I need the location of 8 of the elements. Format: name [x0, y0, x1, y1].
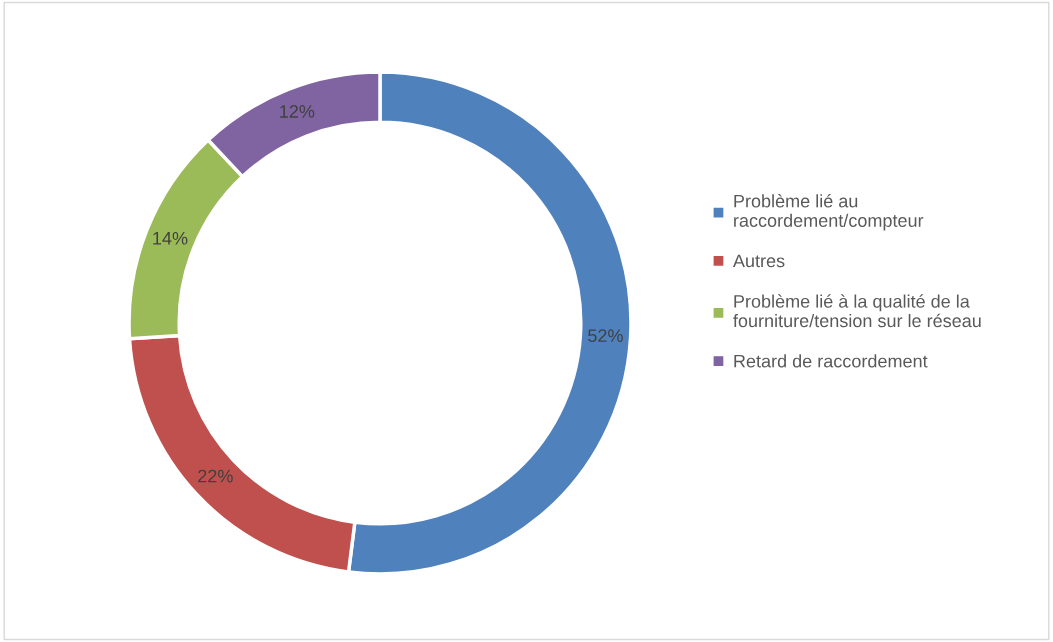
data-label: 14% [153, 231, 188, 245]
legend-label: Retard de raccordement [734, 354, 928, 368]
data-label: 22% [198, 469, 233, 483]
data-label: 52% [588, 329, 623, 343]
legend-label: Problème lié au raccordement/compteur [734, 194, 924, 231]
data-label: 12% [280, 105, 315, 118]
legend-label: Problème lié à la qualité de la fourniture/tension sur le réseau [733, 294, 981, 328]
legend-label: Autres [732, 254, 785, 268]
